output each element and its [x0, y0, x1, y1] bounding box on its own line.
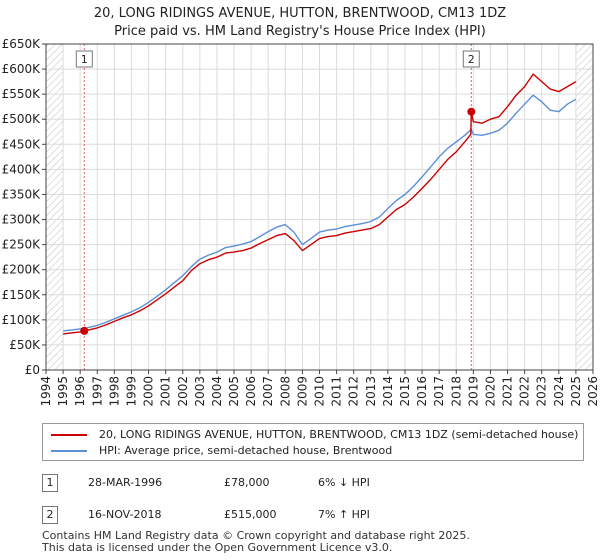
x-tick-label: 2007 [261, 376, 275, 407]
y-tick-label: £500K [2, 112, 42, 126]
x-tick-label: 2008 [278, 376, 292, 407]
x-tick-label: 2012 [347, 376, 361, 407]
chart-legend: 20, LONG RIDINGS AVENUE, HUTTON, BRENTWO… [42, 423, 584, 461]
sale-marker-box [462, 50, 480, 68]
x-tick-label: 2017 [432, 376, 446, 407]
transaction-hpi-change: 7% ↑ HPI [318, 508, 370, 521]
y-tick-label: £550K [2, 87, 42, 101]
x-tick-label: 1998 [107, 376, 121, 407]
y-tick-label: £400K [2, 162, 42, 176]
transaction-date: 16-NOV-2018 [88, 508, 162, 521]
x-tick-label: 2003 [193, 376, 207, 407]
x-tick-label: 2004 [210, 376, 224, 407]
x-tick-label: 2013 [364, 376, 378, 407]
transaction-hpi-change: 6% ↓ HPI [318, 476, 370, 489]
x-tick-label: 2016 [415, 376, 429, 407]
x-tick-label: 1997 [90, 376, 104, 407]
x-tick-label: 2022 [518, 376, 532, 407]
y-tick-label: £300K [2, 213, 42, 227]
footer-licence: This data is licensed under the Open Gov… [42, 541, 393, 554]
x-tick-label: 2023 [535, 376, 549, 407]
x-tick-label: 2009 [295, 376, 309, 407]
x-tick-label: 1996 [73, 376, 87, 407]
y-tick-label: £600K [2, 62, 42, 76]
x-tick-label: 1995 [56, 376, 70, 407]
sale-marker-box [75, 50, 93, 68]
transaction-price: £515,000 [224, 508, 277, 521]
y-tick-label: £0 [25, 363, 40, 377]
y-tick-label: £250K [2, 238, 42, 252]
y-tick-label: £50K [9, 338, 41, 352]
hpi-line [63, 94, 577, 332]
x-tick-label: 2010 [313, 376, 327, 407]
x-tick-label: 2020 [483, 376, 497, 407]
x-tick-label: 2000 [142, 376, 156, 407]
x-tick-label: 2025 [569, 376, 583, 407]
legend-label-property: 20, LONG RIDINGS AVENUE, HUTTON, BRENTWO… [99, 428, 579, 441]
x-tick-label: 2019 [466, 376, 480, 407]
y-tick-label: £100K [2, 313, 42, 327]
price-chart: 1 2 £0 £50K £100K £150K £200K £250K £300K £350K £… [2, 37, 600, 407]
chart-title: 20, LONG RIDINGS AVENUE, HUTTON, BRENTWO… [93, 6, 507, 21]
x-tick-label: 2021 [501, 376, 515, 407]
sale-marker-label: 2 [468, 53, 475, 66]
legend-swatch-property [51, 434, 87, 436]
y-tick-label: £450K [2, 137, 42, 151]
chart-subtitle: Price paid vs. HM Land Registry's House … [114, 24, 486, 39]
y-tick-label: £150K [2, 288, 42, 302]
footer: Contains HM Land Registry data © Crown c… [42, 530, 470, 554]
x-tick-label: 2014 [381, 376, 395, 407]
legend-swatch-hpi [51, 450, 87, 452]
transaction-date: 28-MAR-1996 [88, 476, 163, 489]
property-price-line [63, 73, 577, 335]
sale-point [80, 326, 89, 335]
y-tick-label: £350K [2, 187, 42, 201]
x-tick-label: 2005 [227, 376, 241, 407]
x-tick-label: 2011 [330, 376, 344, 407]
transaction-marker: 1 [42, 474, 58, 492]
y-tick-label: £650K [2, 37, 42, 51]
footer-copyright: Contains HM Land Registry data © Crown c… [42, 529, 470, 542]
x-tick-label: 2002 [176, 376, 190, 407]
x-tick-label: 1999 [124, 376, 138, 407]
legend-label-hpi: HPI: Average price, semi-detached house,… [99, 444, 393, 457]
sale-marker-label: 1 [81, 53, 88, 66]
x-tick-label: 1994 [39, 376, 53, 407]
x-tick-label: 2015 [398, 376, 412, 407]
x-tick-label: 2024 [552, 376, 566, 407]
sale-point [467, 107, 476, 116]
transaction-price: £78,000 [224, 476, 270, 489]
transaction-marker: 2 [42, 506, 58, 524]
y-tick-label: £200K [2, 263, 42, 277]
x-tick-label: 2018 [449, 376, 463, 407]
x-tick-label: 2026 [586, 376, 600, 407]
hatched-range [575, 44, 593, 370]
hatched-range [46, 44, 64, 370]
x-tick-label: 2001 [159, 376, 173, 407]
x-tick-label: 2006 [244, 376, 258, 407]
